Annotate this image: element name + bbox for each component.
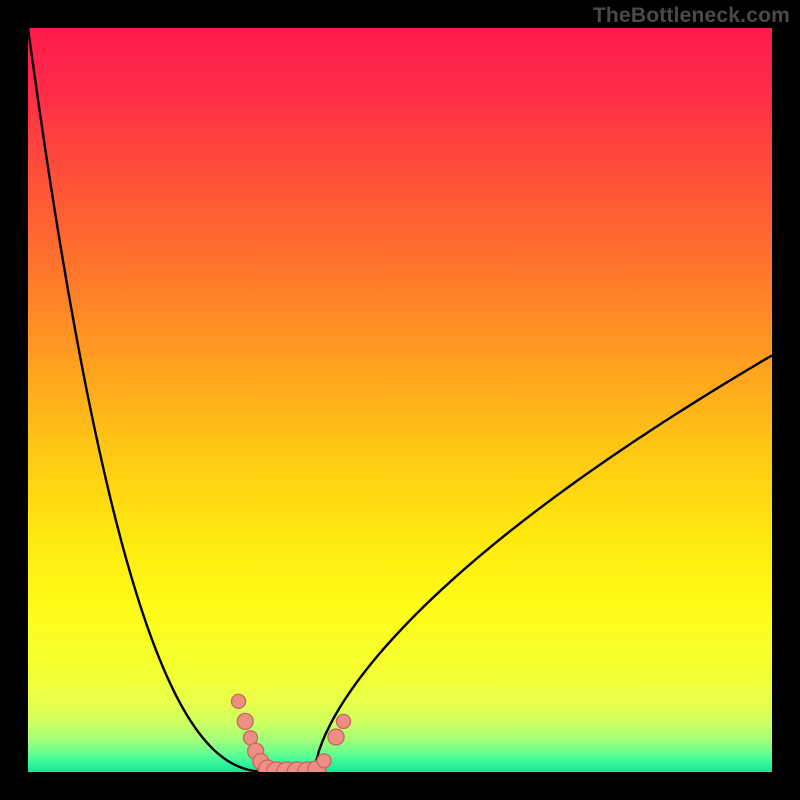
data-marker <box>237 713 253 729</box>
data-marker <box>317 754 331 768</box>
data-marker <box>232 694 246 708</box>
plot-area <box>28 28 772 772</box>
gradient-background <box>28 28 772 772</box>
data-marker <box>336 714 350 728</box>
data-marker <box>328 729 344 745</box>
chart-svg <box>28 28 772 772</box>
watermark-text: TheBottleneck.com <box>593 4 790 28</box>
chart-frame: TheBottleneck.com <box>0 0 800 800</box>
